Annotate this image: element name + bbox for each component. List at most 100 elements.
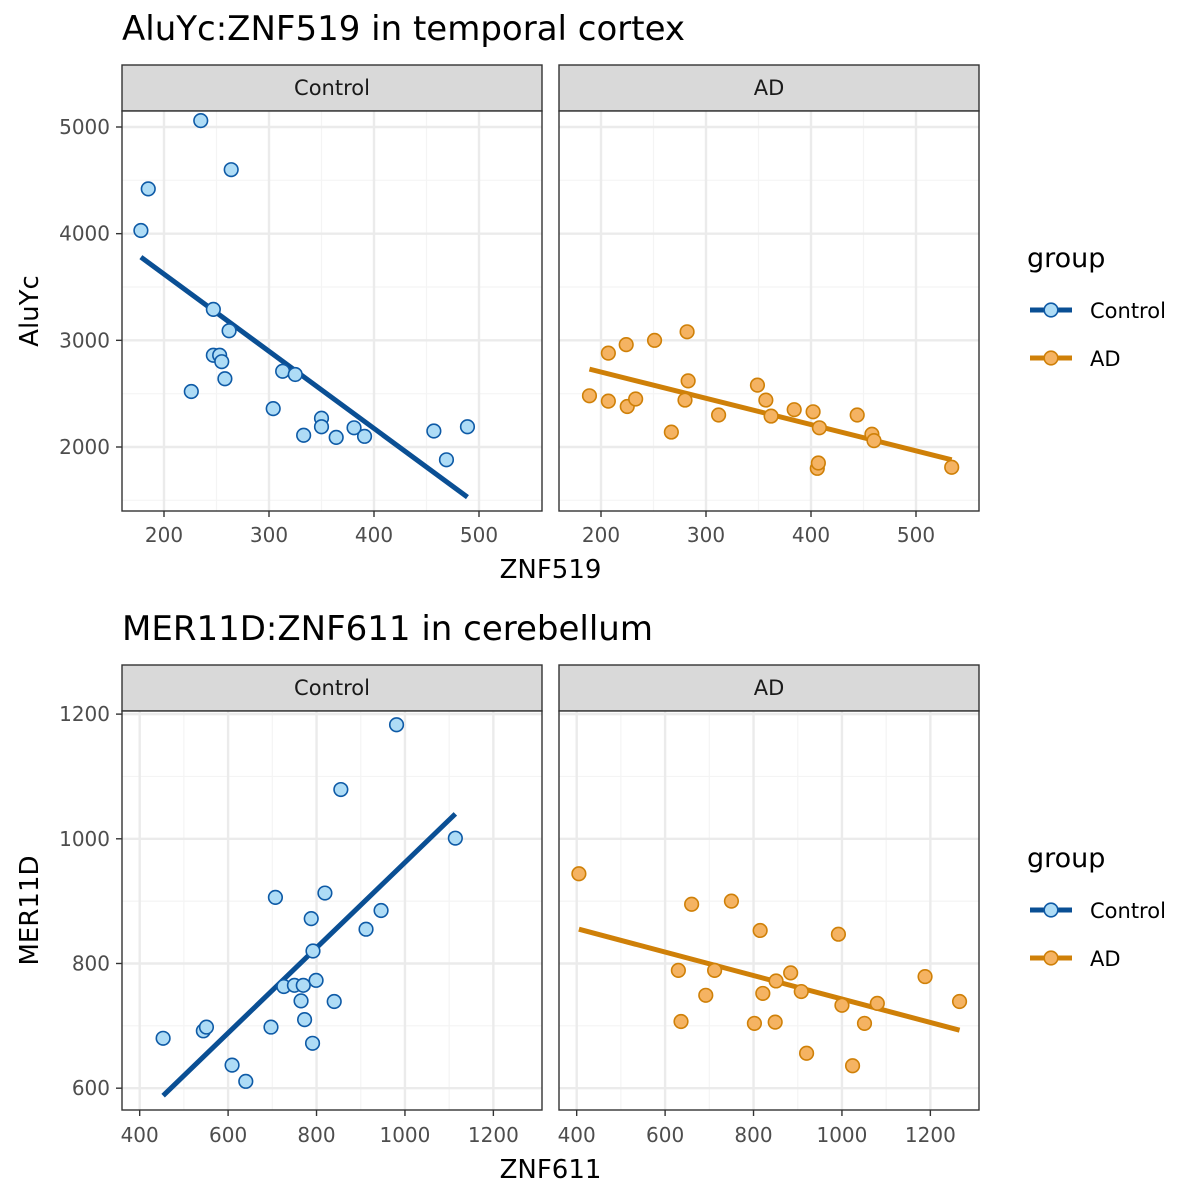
data-point-ad <box>600 393 616 409</box>
data-point-control <box>373 902 389 919</box>
x-tick-label: 1000 <box>816 1123 867 1147</box>
data-point-ad <box>600 345 616 361</box>
data-point-control <box>214 354 230 370</box>
data-point-ad <box>670 962 686 978</box>
x-axis-title: ZNF611 <box>500 1155 602 1185</box>
y-tick-label: 1200 <box>59 702 110 726</box>
data-point-ad <box>758 392 774 408</box>
data-point-control <box>295 977 311 993</box>
legend-item-label: AD <box>1090 947 1121 971</box>
legend-key-point <box>1043 302 1059 318</box>
data-point-control <box>326 993 342 1010</box>
y-tick-label: 600 <box>72 1076 110 1100</box>
facet-strip-label: AD <box>754 76 785 100</box>
x-tick-label: 500 <box>897 523 935 547</box>
data-point-control <box>296 1012 313 1028</box>
y-tick-label: 3000 <box>59 328 110 352</box>
data-point-control <box>305 943 321 959</box>
data-point-control <box>198 1019 215 1035</box>
data-point-ad <box>581 388 598 404</box>
data-point-control <box>447 830 463 846</box>
x-tick-label: 300 <box>250 523 288 547</box>
data-point-ad <box>951 993 968 1010</box>
x-tick-label: 400 <box>355 523 393 547</box>
data-point-control <box>205 301 221 318</box>
legend-item-ad: AD <box>1030 947 1121 971</box>
facet-strip-label: AD <box>754 676 785 700</box>
data-point-control <box>346 420 362 436</box>
panel-control: Control 400 600 800 1000 1200 600 800 1000 1200 <box>59 664 543 1147</box>
data-point-ad <box>763 408 779 424</box>
data-point-control <box>193 112 209 129</box>
data-point-ad <box>798 1045 815 1061</box>
facet-strip <box>121 664 543 712</box>
data-point-ad <box>646 332 663 348</box>
data-point-ad <box>663 424 679 440</box>
chart-2: MER11D:ZNF611 in cerebellum Control 400 600… <box>15 609 1166 1185</box>
data-point-ad <box>673 1013 689 1030</box>
x-tick-label: 1200 <box>468 1123 519 1147</box>
data-point-control <box>140 181 156 197</box>
x-tick-label: 1200 <box>905 1123 956 1147</box>
panel-control: Control 200 300 400 500 2000 3000 4000 5000 <box>59 64 543 547</box>
data-point-control <box>223 162 239 178</box>
legend-title: group <box>1027 243 1105 274</box>
data-point-control <box>358 921 374 937</box>
legend-item-label: Control <box>1090 899 1166 923</box>
data-point-ad <box>869 995 885 1011</box>
facet-strip-label: Control <box>294 676 370 700</box>
data-point-ad <box>684 896 700 912</box>
data-point-ad <box>749 377 766 393</box>
data-point-ad <box>849 407 865 423</box>
data-point-control <box>388 717 405 733</box>
data-point-control <box>304 1035 321 1051</box>
panel-ad: AD 200 300 400 500 <box>558 64 980 547</box>
legend: group Control AD <box>1027 243 1166 371</box>
data-point-ad <box>677 392 693 408</box>
panel-ad: AD 400 600 800 1000 1200 <box>558 664 980 1147</box>
data-point-ad <box>793 983 809 1000</box>
data-point-ad <box>805 404 821 420</box>
panel-background <box>122 111 542 511</box>
legend-item-control: Control <box>1030 899 1166 923</box>
panel-border <box>558 710 980 1111</box>
x-axis-title: ZNF519 <box>500 555 602 585</box>
legend-item-label: AD <box>1090 347 1121 371</box>
data-point-ad <box>679 324 695 340</box>
data-point-ad <box>628 391 644 407</box>
y-tick-label: 5000 <box>59 115 110 139</box>
data-point-ad <box>755 985 771 1002</box>
legend-title: group <box>1027 843 1105 874</box>
data-point-control <box>328 429 344 446</box>
x-tick-label: 600 <box>209 1123 247 1147</box>
data-point-control <box>224 1057 240 1073</box>
data-point-control <box>287 366 303 383</box>
data-point-control <box>303 911 319 927</box>
data-point-control <box>313 419 330 435</box>
legend-key-point <box>1043 950 1059 966</box>
data-point-control <box>438 452 455 468</box>
legend-item-control: Control <box>1030 299 1166 323</box>
y-tick-label: 4000 <box>59 222 110 246</box>
data-point-ad <box>746 1015 763 1031</box>
x-tick-label: 300 <box>687 523 725 547</box>
data-point-ad <box>834 997 850 1013</box>
x-tick-label: 200 <box>145 523 183 547</box>
data-point-control <box>183 383 199 400</box>
data-point-ad <box>571 866 587 882</box>
data-point-control <box>221 323 237 339</box>
data-point-control <box>426 423 442 439</box>
data-point-ad <box>768 973 784 989</box>
data-point-control <box>238 1073 254 1089</box>
data-point-control <box>267 889 284 906</box>
regression-line-control <box>139 255 469 500</box>
legend: group Control AD <box>1027 843 1166 971</box>
data-point-ad <box>844 1058 861 1074</box>
y-tick-label: 800 <box>72 951 110 975</box>
data-point-ad <box>710 407 727 423</box>
data-point-ad <box>856 1015 873 1031</box>
data-point-ad <box>767 1014 783 1030</box>
panel-background <box>122 711 542 1110</box>
data-point-ad <box>810 455 826 471</box>
